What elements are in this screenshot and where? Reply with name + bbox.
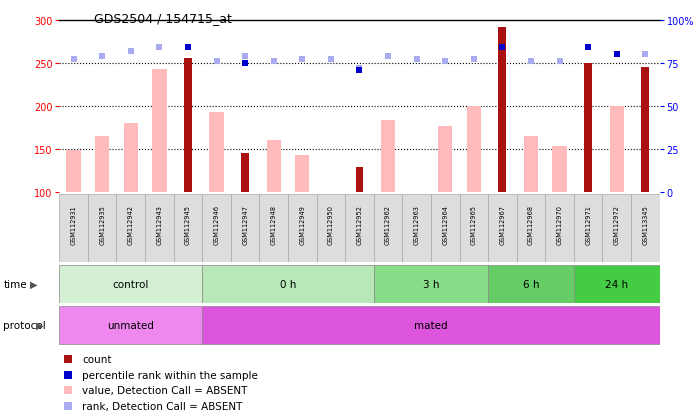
Bar <box>242 154 249 192</box>
Bar <box>584 64 592 192</box>
Bar <box>267 140 281 192</box>
Bar <box>152 69 167 192</box>
Text: GSM112971: GSM112971 <box>585 204 591 244</box>
Bar <box>184 59 192 192</box>
Bar <box>95 136 110 192</box>
Text: GDS2504 / 154715_at: GDS2504 / 154715_at <box>94 12 232 25</box>
Bar <box>641 68 649 192</box>
Text: GSM112946: GSM112946 <box>214 204 220 244</box>
Text: GSM112972: GSM112972 <box>614 204 620 244</box>
Text: GSM112949: GSM112949 <box>299 204 305 244</box>
Text: GSM112931: GSM112931 <box>70 204 77 244</box>
Bar <box>498 28 506 192</box>
Bar <box>317 194 346 262</box>
Text: rank, Detection Call = ABSENT: rank, Detection Call = ABSENT <box>82 401 242 411</box>
Text: GSM112970: GSM112970 <box>556 204 563 244</box>
Text: GSM112950: GSM112950 <box>328 204 334 244</box>
Bar <box>59 194 88 262</box>
Bar <box>545 194 574 262</box>
Text: GSM112942: GSM112942 <box>128 204 134 244</box>
Bar <box>288 194 317 262</box>
Bar <box>260 194 288 262</box>
Text: GSM112965: GSM112965 <box>471 204 477 244</box>
Bar <box>346 194 373 262</box>
Bar <box>459 194 488 262</box>
Bar <box>295 155 309 192</box>
Text: GSM112967: GSM112967 <box>499 204 505 244</box>
Bar <box>88 194 117 262</box>
Text: time: time <box>3 279 27 289</box>
Bar <box>524 136 538 192</box>
Text: GSM112968: GSM112968 <box>528 204 534 244</box>
Bar <box>59 306 202 344</box>
Text: GSM112945: GSM112945 <box>185 204 191 244</box>
Bar <box>145 194 174 262</box>
Text: GSM112948: GSM112948 <box>271 204 276 244</box>
Text: GSM112935: GSM112935 <box>99 204 105 244</box>
Text: value, Detection Call = ABSENT: value, Detection Call = ABSENT <box>82 386 248 396</box>
Text: protocol: protocol <box>3 320 46 330</box>
Text: GSM112947: GSM112947 <box>242 204 248 244</box>
Bar <box>202 306 660 344</box>
Bar <box>438 127 452 192</box>
Bar <box>202 265 373 303</box>
Bar <box>209 112 223 192</box>
Text: ▶: ▶ <box>30 279 38 289</box>
Bar <box>355 167 364 192</box>
Bar <box>602 194 631 262</box>
Text: GSM112952: GSM112952 <box>357 204 362 244</box>
Bar <box>467 107 481 192</box>
Text: control: control <box>112 279 149 289</box>
Bar <box>402 194 431 262</box>
Bar <box>59 265 202 303</box>
Text: 6 h: 6 h <box>523 279 540 289</box>
Bar <box>202 194 231 262</box>
Bar <box>488 265 574 303</box>
Text: GSM113345: GSM113345 <box>642 204 648 244</box>
Bar <box>381 121 395 192</box>
Text: count: count <box>82 354 112 364</box>
Bar <box>574 265 660 303</box>
Text: 0 h: 0 h <box>280 279 296 289</box>
Bar <box>609 107 624 192</box>
Bar <box>517 194 545 262</box>
Text: GSM112964: GSM112964 <box>443 204 448 244</box>
Text: GSM112963: GSM112963 <box>414 204 419 244</box>
Text: mated: mated <box>414 320 447 330</box>
Bar <box>124 123 138 192</box>
Text: 3 h: 3 h <box>423 279 439 289</box>
Bar <box>373 194 402 262</box>
Bar <box>174 194 202 262</box>
Bar <box>373 265 488 303</box>
Bar <box>552 147 567 192</box>
Text: unmated: unmated <box>107 320 154 330</box>
Text: GSM112962: GSM112962 <box>385 204 391 244</box>
Bar <box>231 194 260 262</box>
Text: 24 h: 24 h <box>605 279 628 289</box>
Text: percentile rank within the sample: percentile rank within the sample <box>82 370 258 380</box>
Bar <box>117 194 145 262</box>
Bar <box>66 151 81 192</box>
Text: GSM112943: GSM112943 <box>156 204 163 244</box>
Text: ▶: ▶ <box>36 320 43 330</box>
Bar <box>631 194 660 262</box>
Bar <box>488 194 517 262</box>
Bar <box>574 194 602 262</box>
Bar <box>431 194 459 262</box>
